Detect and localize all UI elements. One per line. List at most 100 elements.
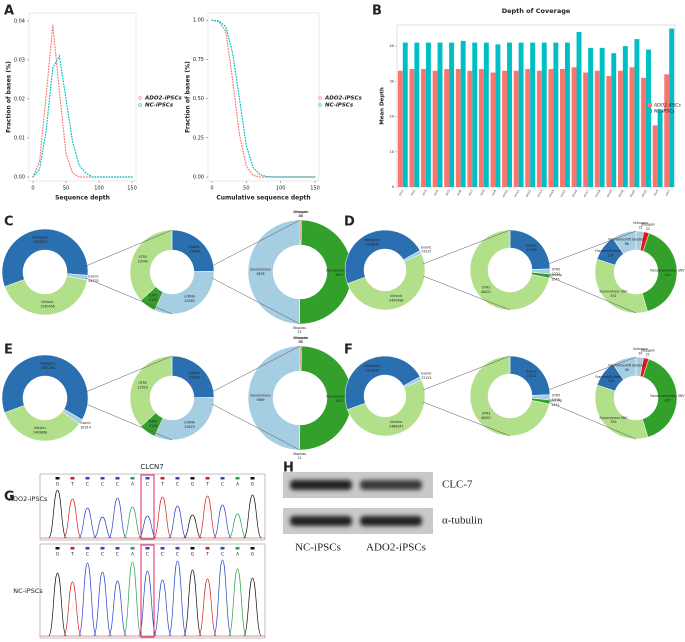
x-tick-label: 50: [63, 186, 69, 192]
highlight: [140, 544, 155, 638]
y-tick-label: 20: [390, 115, 394, 119]
slice-label: Intronic: [42, 300, 54, 304]
trace-peak: [168, 560, 187, 637]
bar: [490, 72, 496, 187]
base-call: G: [191, 552, 195, 558]
bar: [495, 44, 501, 187]
slice-label: Intergenic: [364, 364, 380, 368]
slice-label: UTR3: [482, 285, 491, 289]
base-mark: [220, 477, 225, 480]
base-mark: [70, 477, 75, 480]
slice-value: 96: [625, 368, 629, 372]
slice-value: 12: [297, 456, 301, 460]
bar: [409, 69, 415, 187]
base-mark: [115, 547, 120, 550]
base-call: C: [116, 552, 119, 558]
x-axis-label: Sequence depth: [55, 195, 110, 202]
bar: [571, 67, 577, 187]
base-call: C: [86, 482, 89, 488]
base-mark: [100, 477, 105, 480]
legend-label: ADO2-iPSCs: [144, 96, 183, 102]
base-mark: [130, 547, 135, 550]
slice-value: 4128: [149, 424, 157, 428]
trace-peak: [123, 561, 142, 637]
bar: [629, 67, 635, 187]
bar: [518, 42, 524, 187]
legend-marker: [138, 103, 142, 107]
y-tick-label: 0.00: [193, 175, 204, 181]
slice-label: Exonic: [80, 421, 91, 425]
trace-peak: [213, 559, 232, 637]
slice-label: Exonic: [421, 245, 432, 249]
panel-label: H: [283, 461, 294, 476]
slice-value: 2319645: [365, 368, 379, 372]
slice-value: 92: [299, 340, 303, 344]
x-tick-label: chr5: [444, 189, 451, 197]
slice-label: Frameshift deletion: [595, 249, 626, 253]
base-call: C: [221, 552, 224, 558]
trace-peak: [198, 578, 217, 637]
slice-value: 46021: [481, 290, 491, 294]
slice-value: 23549: [138, 259, 148, 263]
slice-label: UTR3: [138, 255, 147, 259]
connector: [85, 277, 173, 315]
base-call: A: [236, 552, 240, 558]
connector: [422, 355, 511, 391]
base-call: A: [131, 552, 135, 558]
bar: [553, 42, 559, 187]
y-tick-label: 0.75: [193, 57, 204, 63]
connector: [85, 355, 173, 393]
base-call: T: [70, 482, 74, 488]
bar: [652, 125, 658, 187]
sample-label: NC-iPSCs: [13, 587, 43, 595]
slice-label: Nonsynonymous: [326, 395, 353, 399]
slice-value: 30: [638, 351, 642, 355]
base-call: C: [101, 482, 104, 488]
bar: [432, 70, 438, 187]
slice-label: Stoploss: [293, 452, 307, 456]
slice-value: 2316849: [365, 242, 379, 246]
base-mark: [115, 477, 120, 480]
base-call: C: [146, 482, 149, 488]
base-call: G: [191, 482, 195, 488]
base-call: G: [251, 482, 255, 488]
legend-label: NC-iPSCs: [145, 103, 174, 109]
slice-value: 22: [646, 227, 650, 231]
bar: [444, 69, 450, 187]
base-call: C: [86, 552, 89, 558]
plot-frame: [207, 12, 320, 182]
slice-label: UTR3: [138, 381, 147, 385]
slice-value: 24: [298, 214, 302, 218]
base-call: T: [205, 482, 209, 488]
trace-peak: [123, 506, 142, 539]
slice-label: Unknown: [293, 336, 308, 340]
bar: [478, 69, 484, 187]
chart-title: Depth of Coverage: [502, 7, 571, 15]
slice-label: Unknown: [633, 347, 648, 351]
legend-label: ADO2-iPSCs: [653, 103, 682, 109]
slice-value: 1409888: [33, 430, 47, 434]
slice-value: 98: [625, 242, 629, 246]
slice-label: ncRNA: [184, 295, 195, 299]
y-tick-label: 0.25: [193, 135, 204, 141]
base-mark: [55, 477, 60, 480]
x-tick-label: chr14: [548, 189, 556, 198]
trace-peak: [168, 505, 187, 539]
slice-label: Intronic: [390, 420, 402, 424]
slice-value: 352: [610, 294, 616, 298]
panel-label: F: [344, 343, 353, 358]
y-tick-label: 1.00: [193, 18, 204, 24]
x-tick-label: chr2: [410, 189, 417, 197]
base-mark: [205, 477, 210, 480]
connector: [211, 219, 301, 267]
connector: [547, 230, 637, 265]
connector: [85, 229, 173, 267]
bar: [622, 46, 628, 188]
blot-band: [290, 480, 352, 490]
slice-value: 1322: [552, 272, 560, 276]
x-tick-label: 0: [31, 186, 34, 192]
bar: [599, 47, 605, 188]
bar: [588, 47, 594, 188]
panel-label: C: [4, 215, 14, 230]
donut-slice: [4, 275, 88, 316]
